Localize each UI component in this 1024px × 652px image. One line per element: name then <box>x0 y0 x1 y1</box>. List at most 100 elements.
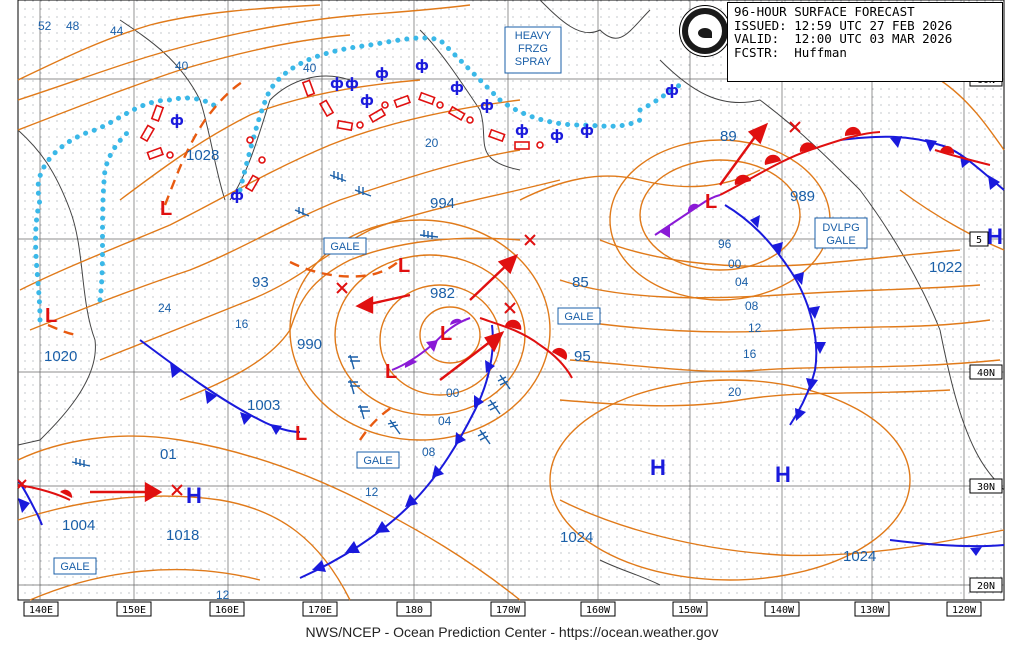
footer-credit: NWS/NCEP - Ocean Prediction Center - htt… <box>305 624 719 640</box>
svg-text:ф: ф <box>480 98 494 114</box>
svg-text:ф: ф <box>550 128 564 144</box>
svg-text:20: 20 <box>728 385 742 399</box>
svg-text:40: 40 <box>303 61 317 75</box>
svg-text:ф: ф <box>580 123 594 139</box>
x-markers <box>17 121 801 496</box>
svg-text:180: 180 <box>405 605 423 616</box>
svg-text:GALE: GALE <box>363 455 392 467</box>
valid-time: VALID: 12:00 UTC 03 MAR 2026 <box>734 31 953 46</box>
svg-text:08: 08 <box>745 299 759 313</box>
svg-text:04: 04 <box>438 414 452 428</box>
svg-text:ф: ф <box>375 66 389 82</box>
svg-text:44: 44 <box>110 24 124 38</box>
low-center-2: L <box>398 255 410 277</box>
forecaster: FCSTR: Huffman <box>734 44 847 60</box>
coastlines <box>17 0 1005 586</box>
svg-text:96: 96 <box>718 237 732 251</box>
svg-text:160W: 160W <box>586 605 611 616</box>
warm-front-bumps <box>60 126 955 498</box>
svg-text:95: 95 <box>574 348 591 365</box>
chart-background <box>18 0 1004 600</box>
svg-text:1003: 1003 <box>247 397 280 414</box>
svg-text:150E: 150E <box>122 605 146 616</box>
low-centers: L L L L L L L <box>45 191 717 445</box>
svg-text:20: 20 <box>425 136 439 150</box>
svg-text:ф: ф <box>415 58 429 74</box>
svg-text:150W: 150W <box>678 605 703 616</box>
svg-text:130W: 130W <box>860 605 885 616</box>
ice-edge <box>33 35 683 323</box>
svg-text:5: 5 <box>976 235 982 246</box>
high-center-1: H <box>186 483 202 508</box>
svg-text:ф: ф <box>360 93 374 109</box>
svg-text:SPRAY: SPRAY <box>515 56 552 68</box>
svg-text:93: 93 <box>252 274 269 291</box>
svg-text:160E: 160E <box>215 605 239 616</box>
svg-text:DVLPG: DVLPG <box>822 222 859 234</box>
freezing-spray-symbols: ф ф ф ф ф ф ф ф ф ф ф ф ф <box>170 58 679 204</box>
svg-text:ф: ф <box>345 76 359 92</box>
high-center-3: H <box>775 462 791 487</box>
svg-text:ф: ф <box>170 113 184 129</box>
occluded-front-symbols <box>404 203 700 368</box>
pressure-labels: 52 48 44 40 40 20 24 16 12 12 93 990 100… <box>38 19 962 602</box>
svg-text:ф: ф <box>230 188 244 204</box>
svg-text:170W: 170W <box>496 605 521 616</box>
noaa-logo <box>680 6 730 56</box>
svg-text:170E: 170E <box>308 605 332 616</box>
cold-front-barbs <box>18 136 1000 572</box>
svg-text:FRZG: FRZG <box>518 43 548 55</box>
storm-motion-arrows <box>90 122 769 503</box>
svg-text:12: 12 <box>365 485 379 499</box>
boxed-labels: HEAVY FRZG SPRAY GALE GALE GALE GALE DVL… <box>53 26 868 575</box>
svg-text:ф: ф <box>330 76 344 92</box>
issued-time: ISSUED: 12:59 UTC 27 FEB 2026 <box>734 17 953 33</box>
svg-text:08: 08 <box>422 445 436 459</box>
svg-text:85: 85 <box>572 274 589 291</box>
svg-text:GALE: GALE <box>826 235 855 247</box>
svg-text:1024: 1024 <box>560 529 593 546</box>
svg-text:120W: 120W <box>952 605 977 616</box>
svg-text:989: 989 <box>790 188 815 205</box>
svg-text:GALE: GALE <box>330 241 359 253</box>
svg-text:12: 12 <box>216 588 230 602</box>
svg-text:30N: 30N <box>977 482 995 493</box>
svg-text:1022: 1022 <box>929 259 962 276</box>
svg-text:994: 994 <box>430 195 455 212</box>
svg-text:HEAVY: HEAVY <box>515 30 552 42</box>
svg-text:24: 24 <box>158 301 172 315</box>
wind-barbs <box>71 171 511 467</box>
svg-text:40N: 40N <box>977 368 995 379</box>
svg-text:04: 04 <box>735 275 749 289</box>
svg-text:ф: ф <box>665 83 679 99</box>
svg-text:1020: 1020 <box>44 348 77 365</box>
svg-text:140E: 140E <box>29 605 53 616</box>
svg-text:ф: ф <box>450 80 464 96</box>
high-centers: H H H H <box>186 224 1003 508</box>
svg-text:40: 40 <box>175 59 189 73</box>
chart-frame <box>17 0 1005 601</box>
svg-text:01: 01 <box>160 446 177 463</box>
svg-text:52: 52 <box>38 19 52 33</box>
svg-text:140W: 140W <box>770 605 795 616</box>
noaa-logo-inner <box>688 14 722 48</box>
svg-text:982: 982 <box>430 285 455 302</box>
svg-text:1028: 1028 <box>186 147 219 164</box>
svg-text:16: 16 <box>743 347 757 361</box>
low-center-1: L <box>160 198 172 220</box>
svg-text:1024: 1024 <box>843 548 876 565</box>
svg-text:48: 48 <box>66 19 80 33</box>
svg-text:GALE: GALE <box>564 311 593 323</box>
forecast-title: 96-HOUR SURFACE FORECAST <box>734 4 915 19</box>
forecast-info-box: 96-HOUR SURFACE FORECAST ISSUED: 12:59 U… <box>727 2 1003 82</box>
svg-text:12: 12 <box>748 321 762 335</box>
svg-text:16: 16 <box>235 317 249 331</box>
svg-text:ф: ф <box>515 123 529 139</box>
low-center-3: L <box>440 323 452 345</box>
low-center-6: L <box>705 191 717 213</box>
svg-text:GALE: GALE <box>60 561 89 573</box>
noaa-bird-icon <box>698 28 712 38</box>
svg-text:1004: 1004 <box>62 517 95 534</box>
svg-text:00: 00 <box>728 257 742 271</box>
